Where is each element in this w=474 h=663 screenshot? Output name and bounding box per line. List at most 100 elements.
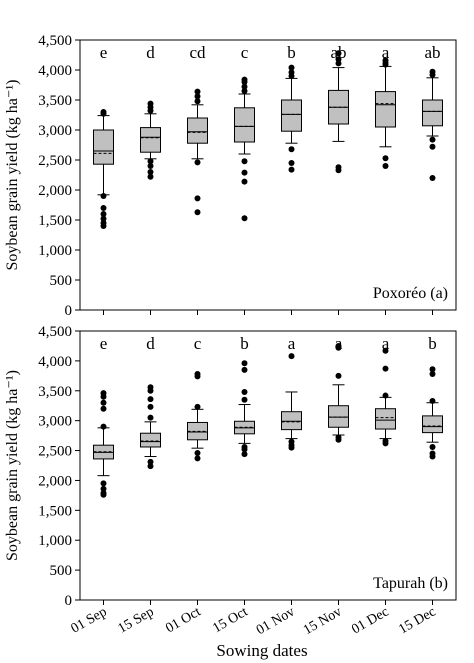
outlier-point [241, 215, 248, 222]
significance-letter: d [146, 334, 155, 353]
outlier-point [382, 365, 389, 372]
outlier-point [429, 443, 436, 450]
outlier-point [429, 366, 436, 373]
box-6 [328, 50, 349, 174]
outlier-point [241, 446, 248, 453]
y-tick-label: 3,500 [38, 384, 72, 400]
outlier-point [241, 366, 248, 373]
significance-letter: b [428, 334, 437, 353]
outlier-point [100, 193, 107, 199]
significance-letter: cd [189, 43, 206, 62]
y-tick-label: 2,500 [38, 153, 72, 169]
outlier-point [288, 146, 295, 153]
outlier-point [100, 205, 107, 211]
outlier-point [429, 397, 436, 404]
y-tick-label: 2,000 [38, 183, 72, 199]
box-body [422, 415, 443, 434]
outlier-point [194, 455, 201, 462]
outlier-point [382, 57, 389, 64]
box-5 [281, 64, 302, 173]
outlier-point [429, 175, 436, 181]
box-body [93, 129, 114, 165]
box-body [140, 127, 161, 153]
box-3 [187, 371, 208, 462]
significance-letter: c [194, 334, 202, 353]
outlier-point [288, 69, 295, 76]
y-tick-label: 4,500 [38, 324, 72, 340]
box-7 [375, 57, 396, 169]
outlier-point [100, 215, 107, 222]
outlier-point [100, 423, 107, 430]
outlier-point [147, 384, 154, 391]
y-tick-label: 0 [65, 303, 73, 319]
outlier-point [429, 136, 436, 143]
y-tick-label: 2,000 [38, 473, 72, 489]
box-3 [187, 88, 208, 216]
x-axis-label: Sowing dates [216, 641, 307, 660]
y-tick-label: 3,000 [38, 123, 72, 139]
x-tick-label: 01 Dec [349, 604, 391, 637]
outlier-point [147, 458, 154, 465]
outlier-point [100, 405, 107, 412]
outlier-point [100, 399, 107, 406]
box-1 [93, 390, 114, 498]
outlier-point [429, 68, 436, 75]
box-body [281, 411, 302, 431]
outlier-point [335, 342, 342, 349]
significance-letter: ab [424, 43, 440, 62]
significance-letter: ab [330, 43, 346, 62]
box-body [328, 405, 349, 428]
significance-letter: a [382, 334, 390, 353]
outlier-point [147, 158, 154, 165]
outlier-point [194, 449, 201, 456]
outlier-point [288, 353, 295, 360]
outlier-point [288, 444, 295, 451]
outlier-point [100, 109, 107, 115]
y-tick-label: 4,000 [38, 63, 72, 79]
outlier-point [194, 209, 201, 216]
x-tick-label: 15 Dec [396, 604, 438, 637]
outlier-point [335, 372, 342, 379]
outlier-point [335, 60, 342, 67]
plot-frame [79, 39, 457, 311]
outlier-point [100, 211, 107, 217]
outlier-point [100, 480, 107, 487]
box-7 [375, 347, 396, 447]
box-8 [422, 68, 443, 181]
outlier-point [288, 166, 295, 173]
outlier-point [147, 100, 154, 107]
outlier-point [194, 159, 201, 166]
box-1 [93, 109, 114, 229]
y-tick-label: 1,000 [38, 243, 72, 259]
x-tick-label: 15 Oct [210, 604, 250, 636]
outlier-point [241, 88, 248, 94]
x-tick-label: 01 Nov [254, 604, 298, 638]
outlier-point [147, 396, 154, 403]
outlier-point [194, 88, 201, 95]
box-4 [234, 360, 255, 458]
significance-letter: a [382, 43, 390, 62]
outlier-point [335, 436, 342, 443]
outlier-point [382, 440, 389, 447]
outlier-point [241, 178, 248, 185]
plot-frame [79, 330, 457, 601]
box-5 [281, 353, 302, 451]
outlier-point [194, 195, 201, 202]
significance-letter: a [288, 334, 296, 353]
y-tick-label: 500 [50, 273, 73, 289]
outlier-point [288, 64, 295, 71]
box-8 [422, 366, 443, 460]
y-tick-label: 2,500 [38, 444, 72, 460]
outlier-point [147, 173, 154, 180]
outlier-point [429, 371, 436, 378]
x-tick-label: 01 Sep [69, 604, 110, 636]
outlier-point [382, 392, 389, 399]
outlier-point [241, 396, 248, 403]
outlier-point [241, 83, 248, 90]
y-tick-label: 1,000 [38, 533, 72, 549]
outlier-point [335, 56, 342, 63]
panel-poxoreo: 0 500 1,000 1,500 2,000 2,500 3,000 3,500 4,000 4… [4, 33, 457, 319]
outlier-point [382, 155, 389, 162]
y-tick-label: 3,000 [38, 414, 72, 430]
outlier-point [241, 158, 248, 165]
